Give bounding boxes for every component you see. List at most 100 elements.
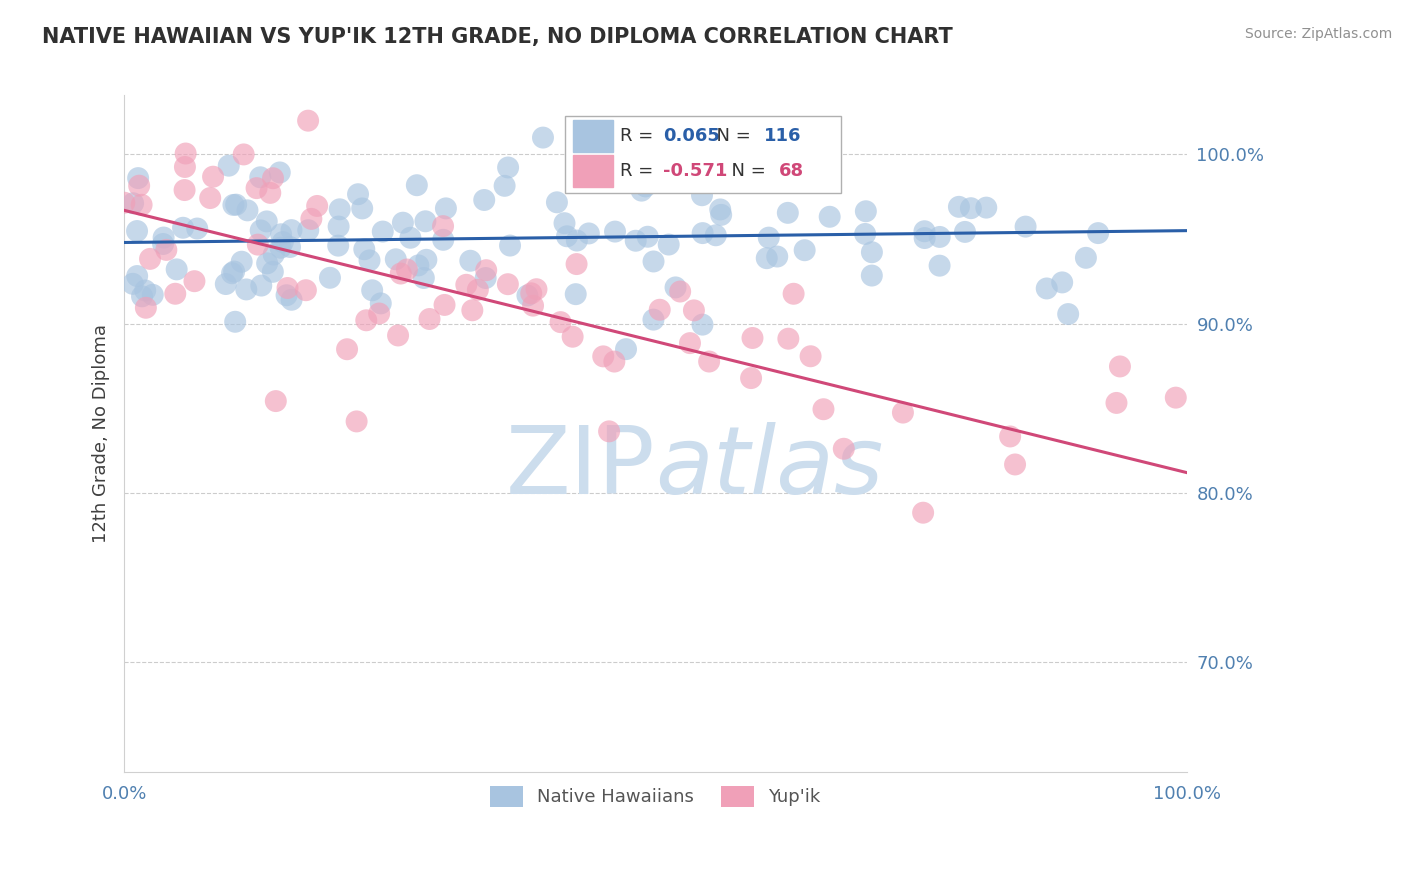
Point [328,219,350,234]
Point [127,171,149,186]
Point [385,252,408,267]
Point [648,302,671,317]
Point [172,220,194,235]
Point [152,237,174,252]
Point [860,245,883,260]
Point [1105,396,1128,410]
Point [550,315,572,329]
Point [741,331,763,345]
Text: -0.571: -0.571 [662,162,727,180]
Point [280,293,302,307]
Point [142,288,165,302]
Point [603,225,626,239]
Point [249,223,271,237]
Point [516,288,538,302]
Point [710,208,733,222]
Point [361,283,384,297]
FancyBboxPatch shape [572,155,613,187]
Point [299,211,322,226]
Point [928,230,950,244]
Point [948,200,970,214]
Point [405,178,427,193]
Point [336,343,359,357]
Point [174,146,197,161]
Point [359,253,381,268]
Point [276,288,298,302]
Point [408,259,430,273]
Point [1074,251,1097,265]
Point [166,262,188,277]
Point [263,247,285,261]
Point [415,214,437,228]
Text: 0.065: 0.065 [662,127,720,145]
Point [953,225,976,239]
Point [278,240,301,254]
Point [415,252,437,267]
Point [368,306,391,320]
Point [565,234,588,248]
Point [174,160,197,174]
Point [496,161,519,175]
Point [173,183,195,197]
Point [578,227,600,241]
Point [461,303,484,318]
Point [245,181,267,195]
Point [855,204,877,219]
Point [433,298,456,312]
Point [974,201,997,215]
Point [679,336,702,351]
Point [624,234,647,248]
Point [776,206,799,220]
Text: N =: N = [720,162,772,180]
Point [467,283,489,297]
Point [664,280,686,294]
Point [395,262,418,277]
Point [832,442,855,456]
Point [665,161,688,175]
Point [960,201,983,215]
Point [250,278,273,293]
Point [800,349,823,363]
Point [346,414,368,428]
Point [246,237,269,252]
Point [112,195,135,210]
Point [307,199,329,213]
Point [658,237,681,252]
Text: R =: R = [620,162,659,180]
Point [399,231,422,245]
Point [692,318,714,332]
Point [352,202,374,216]
Point [546,195,568,210]
Point [392,216,415,230]
Point [125,224,148,238]
Point [697,354,720,368]
Point [127,268,149,283]
Point [231,254,253,268]
Point [1014,219,1036,234]
Text: atlas: atlas [655,422,884,513]
Point [474,271,496,285]
Point [1004,458,1026,472]
Text: ZIP: ZIP [506,422,655,514]
Point [139,252,162,266]
Point [704,228,727,243]
Point [555,229,578,244]
Point [256,256,278,270]
Point [634,179,657,194]
Point [782,286,804,301]
Point [186,221,208,235]
Point [264,394,287,409]
Point [225,197,247,211]
Point [709,202,731,217]
Point [434,202,457,216]
Point [1057,307,1080,321]
Point [561,329,583,343]
Point [1087,226,1109,240]
Point [914,224,936,238]
Point [818,210,841,224]
Point [387,328,409,343]
Point [475,263,498,277]
Point [131,198,153,212]
Point [418,312,440,326]
Point [329,202,352,217]
